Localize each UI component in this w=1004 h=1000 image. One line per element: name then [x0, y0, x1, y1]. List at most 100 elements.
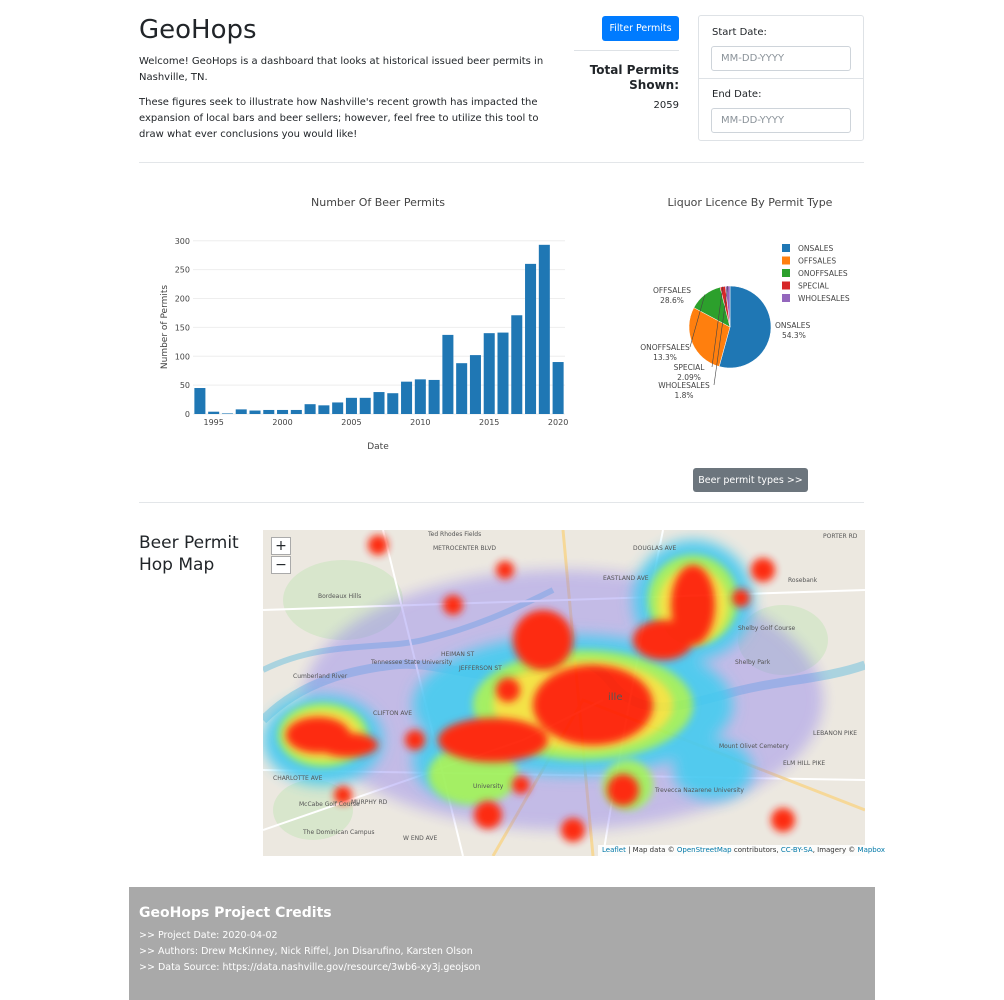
bar[interactable] — [511, 315, 523, 414]
y-tick-label: 0 — [185, 410, 190, 419]
beer-permit-types-button[interactable]: Beer permit types >> — [693, 468, 808, 492]
chart-title: Liquor Licence By Permit Type — [668, 196, 833, 209]
map-zoom-in-button[interactable]: + — [271, 537, 291, 555]
legend-swatch — [782, 294, 790, 302]
map-zoom-out-button[interactable]: − — [271, 556, 291, 574]
chart-title: Number Of Beer Permits — [311, 196, 445, 209]
heat-map[interactable]: Ted Rhodes Fields METROCENTER BLVD Borde… — [263, 530, 865, 856]
place-label: JEFFERSON ST — [458, 665, 502, 672]
bar[interactable] — [277, 409, 289, 414]
total-permits-label: Total Permits Shown: — [589, 63, 679, 92]
legend-label[interactable]: OFFSALES — [798, 257, 836, 266]
page-title: GeoHops — [139, 15, 257, 45]
y-axis-label: Number of Permits — [160, 285, 170, 370]
description-paragraph: These figures seek to illustrate how Nas… — [139, 97, 539, 140]
footer-credits: GeoHops Project Credits >> Project Date:… — [129, 887, 875, 1000]
slice-label: ONSALES — [775, 321, 810, 330]
legend-label[interactable]: ONSALES — [798, 244, 833, 253]
bar[interactable] — [497, 332, 509, 414]
place-label: Mount Olivet Cemetery — [719, 743, 789, 750]
attribution-text: , Imagery © — [812, 846, 858, 854]
place-label: DOUGLAS AVE — [633, 545, 677, 552]
pie-slices — [688, 285, 772, 369]
map-canvas[interactable]: Ted Rhodes Fields METROCENTER BLVD Borde… — [263, 530, 865, 856]
place-label: ille — [608, 692, 623, 703]
bar[interactable] — [552, 362, 564, 414]
y-tick-label: 100 — [175, 352, 190, 361]
bar[interactable] — [442, 334, 454, 414]
legend-label[interactable]: SPECIAL — [798, 282, 830, 291]
bar[interactable] — [456, 363, 468, 414]
slice-percent: 28.6% — [660, 296, 684, 305]
bar[interactable] — [235, 409, 247, 414]
total-permits-value: 2059 — [653, 100, 679, 111]
slice-percent: 2.09% — [677, 373, 701, 382]
pie-legend: ONSALES OFFSALES ONOFFSALES SPECIAL WHOLESAL… — [782, 244, 850, 303]
legend-label[interactable]: ONOFFSALES — [798, 269, 848, 278]
bar[interactable] — [414, 379, 426, 414]
bar[interactable] — [428, 379, 440, 414]
chart-gridlines — [193, 240, 565, 415]
place-label: Trevecca Nazarene University — [654, 787, 744, 794]
section-divider — [139, 502, 864, 503]
bar[interactable] — [359, 397, 371, 414]
bar[interactable] — [483, 333, 495, 414]
bar[interactable] — [387, 393, 399, 414]
label-leader-line — [713, 286, 728, 386]
place-label: LEBANON PIKE — [813, 730, 857, 737]
bar-series — [194, 244, 564, 414]
x-tick-label: 2000 — [272, 418, 292, 427]
legend-swatch — [782, 256, 790, 265]
place-label: HEIMAN ST — [441, 651, 475, 658]
bar[interactable] — [263, 409, 275, 414]
place-label: CHARLOTTE AVE — [273, 775, 323, 782]
bar[interactable] — [538, 244, 550, 414]
slice-label: OFFSALES — [653, 286, 691, 295]
place-label: Rosebank — [788, 577, 818, 584]
start-date-input[interactable]: MM-DD-YYYY — [711, 46, 851, 71]
slice-percent: 54.3% — [782, 331, 806, 340]
osm-link[interactable]: OpenStreetMap — [676, 846, 732, 854]
permits-bar-chart: Number Of Beer Permits 0 50 100 150 200 250 30… — [160, 196, 568, 452]
place-label: Cumberland River — [293, 673, 348, 680]
cc-link[interactable]: CC-BY-SA — [780, 846, 813, 854]
label-leader-line — [711, 286, 724, 368]
bar[interactable] — [221, 413, 233, 414]
y-tick-label: 150 — [175, 323, 190, 332]
bar[interactable] — [525, 263, 537, 414]
footer-title: GeoHops Project Credits — [139, 905, 332, 921]
end-date-input[interactable]: MM-DD-YYYY — [711, 108, 851, 133]
bar[interactable] — [373, 392, 385, 414]
bar[interactable] — [318, 405, 330, 414]
place-label: University — [473, 783, 504, 790]
start-date-label: Start Date: — [712, 27, 767, 38]
legend-swatch — [782, 269, 790, 277]
bar[interactable] — [304, 404, 316, 414]
filter-permits-button[interactable]: Filter Permits — [602, 16, 679, 41]
place-label: Shelby Park — [735, 659, 771, 666]
legend-swatch — [782, 281, 790, 290]
bar[interactable] — [332, 402, 344, 414]
heatmap-layer — [263, 535, 823, 842]
bar[interactable] — [249, 410, 261, 414]
pie-slice[interactable] — [718, 285, 772, 369]
end-date-label: End Date: — [712, 89, 762, 100]
mapbox-link[interactable]: Mapbox — [857, 846, 885, 854]
place-label: EASTLAND AVE — [603, 575, 649, 582]
slice-label: SPECIAL — [674, 363, 706, 372]
bar[interactable] — [345, 397, 357, 414]
bar[interactable] — [194, 388, 206, 414]
bar[interactable] — [290, 409, 302, 414]
y-tick-label: 300 — [175, 237, 190, 246]
bar[interactable] — [401, 381, 413, 414]
credit-authors: >> Authors: Drew McKinney, Nick Riffel, … — [139, 946, 473, 957]
bar[interactable] — [469, 355, 481, 414]
y-tick-label: 200 — [175, 295, 190, 304]
legend-swatch — [782, 244, 790, 252]
pie-slice[interactable] — [688, 307, 731, 367]
legend-label[interactable]: WHOLESALES — [798, 294, 850, 303]
place-label: PORTER RD — [823, 533, 858, 540]
leaflet-link[interactable]: Leaflet — [602, 846, 626, 854]
bar[interactable] — [208, 411, 220, 414]
map-attribution: Leaflet | Map data © OpenStreetMap contr… — [598, 845, 889, 856]
